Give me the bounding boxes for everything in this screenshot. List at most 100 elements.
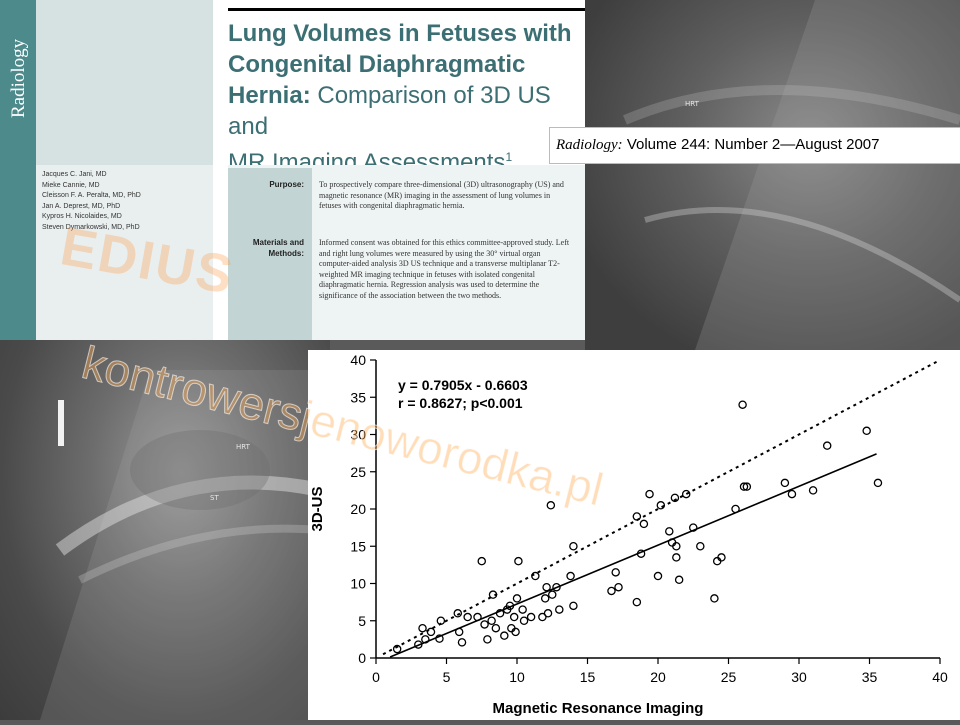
data-point (543, 609, 553, 618)
journal-citation-box (549, 127, 960, 164)
data-point (421, 635, 430, 644)
data-point (632, 597, 642, 607)
data-point (491, 623, 501, 633)
data-point (696, 541, 705, 551)
data-point (674, 575, 684, 585)
title-footnote-mark: 1 (505, 150, 513, 164)
data-point (531, 571, 540, 581)
data-point (418, 623, 427, 633)
x-tick-label: 10 (509, 669, 525, 685)
data-point (614, 582, 623, 592)
journal-side-strip (0, 0, 36, 340)
data-point (512, 594, 522, 603)
data-point (645, 489, 654, 499)
data-point (607, 586, 616, 596)
x-tick-label: 35 (862, 669, 878, 685)
data-point (552, 582, 561, 592)
data-point (480, 620, 489, 629)
data-point (611, 568, 620, 577)
y-tick-label: 15 (350, 538, 366, 554)
data-point (500, 631, 509, 640)
author-panel-header (36, 0, 213, 165)
ultrasound-texture-bottom (40, 370, 330, 720)
data-point (710, 594, 719, 603)
data-point (473, 612, 482, 622)
x-tick-label: 25 (721, 669, 737, 685)
purpose-label: Purpose: (269, 180, 304, 189)
data-point (518, 605, 527, 614)
data-point (731, 504, 740, 514)
data-point (787, 489, 797, 499)
journal-citation: Radiology: Volume 244: Number 2—August 2… (556, 136, 879, 154)
methods-text: Informed consent was obtained for this e… (319, 238, 570, 300)
ultrasound-image-top: HRT (585, 0, 960, 350)
x-tick-label: 0 (372, 669, 380, 685)
hrt-label-bottom: HRT (236, 443, 250, 451)
data-point (540, 594, 550, 603)
data-point (488, 590, 498, 599)
y-axis-label: 3D-US (309, 486, 326, 531)
x-tick-label: 20 (650, 669, 666, 685)
y-tick-label: 20 (350, 501, 366, 517)
author: Mieke Cannie, MD (42, 181, 100, 189)
data-point (717, 553, 726, 562)
data-point (414, 640, 423, 649)
data-point (739, 482, 749, 491)
data-point (569, 541, 578, 551)
y-tick-label: 40 (350, 352, 366, 368)
methods-label-2: Methods: (268, 249, 304, 258)
x-tick-label: 30 (791, 669, 807, 685)
data-point (526, 612, 536, 622)
abstract-label-column: Purpose: Materials and Methods: (228, 168, 312, 340)
author-list: Jacques C. Jani, MD Mieke Cannie, MD Cle… (42, 170, 207, 234)
author: Cleisson F. A. Peralta, MD, PhD (42, 192, 141, 200)
data-point (514, 556, 523, 566)
data-point (483, 635, 492, 644)
data-point (487, 616, 496, 625)
ultrasound-image-bottom: HRT ST (0, 340, 330, 720)
data-point (688, 523, 698, 532)
data-point (463, 612, 472, 622)
data-point (454, 627, 464, 637)
author: Jacques C. Jani, MD (42, 171, 107, 178)
y-tick-label: 30 (350, 427, 366, 443)
hrt-label-top: HRT (685, 100, 699, 108)
data-point (453, 609, 463, 618)
title-line-1: Lung Volumes in Fetuses with (228, 20, 572, 47)
author: Jan A. Deprest, MD, PhD (42, 202, 121, 210)
data-point (656, 501, 666, 510)
y-tick-label: 5 (358, 613, 366, 629)
data-point (672, 553, 681, 562)
data-point (435, 634, 444, 643)
data-point (808, 486, 818, 495)
data-point (457, 638, 467, 647)
data-point (738, 400, 747, 409)
data-point (632, 512, 642, 521)
data-point (566, 571, 575, 581)
data-point (509, 612, 519, 622)
data-point (426, 627, 436, 637)
journal-citation-name: Radiology: (556, 137, 623, 153)
data-point (542, 582, 551, 592)
data-point (436, 616, 446, 625)
data-point (653, 571, 663, 581)
y-tick-label: 10 (350, 576, 366, 592)
data-point (636, 549, 646, 558)
regression-line (389, 453, 877, 658)
purpose-text: To prospectively compare three-dimension… (319, 180, 564, 210)
data-point (639, 519, 649, 529)
st-label: ST (210, 494, 219, 502)
data-point (780, 478, 790, 488)
y-tick-label: 25 (350, 464, 366, 480)
methods-label-1: Materials and (252, 238, 304, 247)
data-point (569, 601, 578, 611)
x-tick-label: 5 (443, 669, 451, 685)
title-line-3-bold: Hernia: (228, 82, 311, 109)
data-point (672, 541, 681, 551)
x-tick-label: 15 (580, 669, 596, 685)
scatter-chart-svg: 0 5 10 15 20 25 30 35 40 0 5 10 15 20 25 30 35 40 Magnetic… (309, 352, 948, 717)
data-point (519, 616, 529, 625)
journal-vertical-name: Radiology (8, 38, 29, 118)
data-point (495, 609, 505, 618)
data-point (665, 527, 674, 536)
